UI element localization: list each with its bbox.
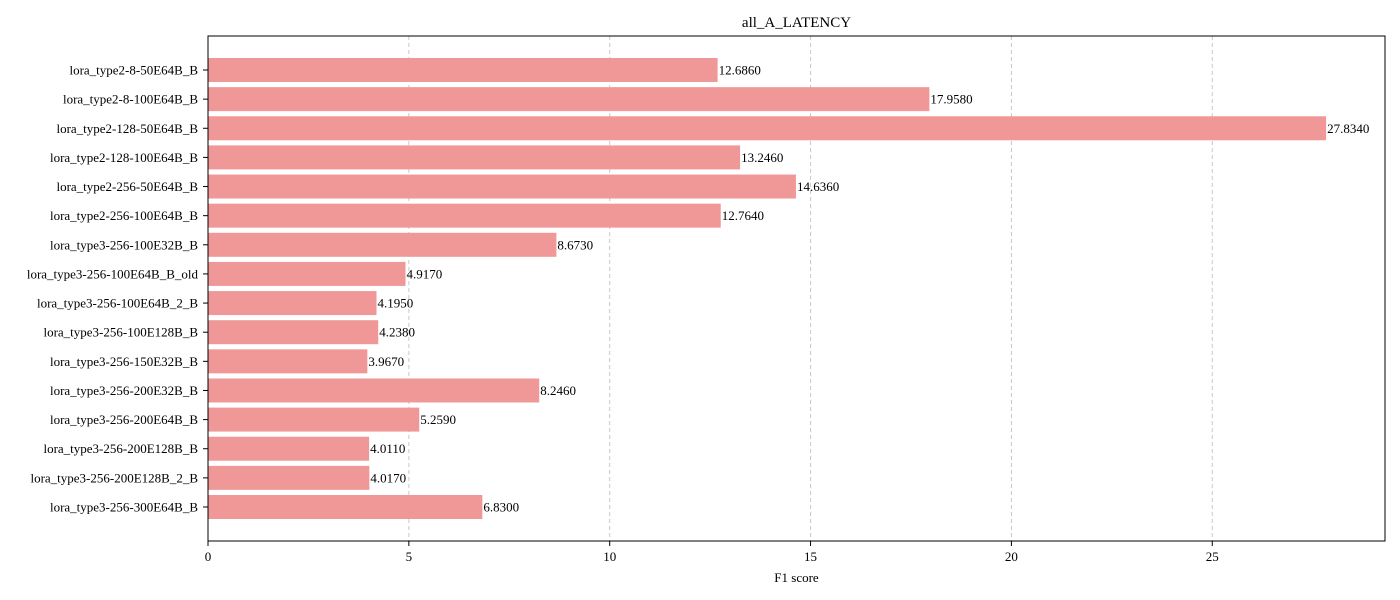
x-tick-label: 10 — [603, 549, 616, 564]
bar — [208, 291, 377, 316]
bar-value-label: 8.6730 — [557, 237, 593, 252]
x-tick-label: 5 — [406, 549, 413, 564]
category-label: lora_type3-256-150E32B_B — [50, 354, 198, 369]
bar — [208, 349, 368, 374]
bar — [208, 465, 370, 490]
bar-value-label: 3.9670 — [368, 354, 404, 369]
bar-value-label: 13.2460 — [741, 150, 783, 165]
bar — [208, 145, 741, 170]
category-label: lora_type3-256-200E32B_B — [50, 383, 198, 398]
bar-value-label: 4.9170 — [407, 266, 443, 281]
bar-value-labels: 12.6860 17.9580 27.8340 13.2460 14.6360 12.76… — [368, 63, 1369, 515]
bar — [208, 378, 540, 403]
bar-value-label: 4.0170 — [370, 470, 406, 485]
bar-value-label: 14.6360 — [797, 179, 839, 194]
category-label: lora_type3-256-200E128B_B — [43, 441, 198, 456]
x-axis-ticks: 0 5 10 15 20 25 — [205, 541, 1219, 564]
x-tick-label: 25 — [1206, 549, 1219, 564]
category-label: lora_type2-128-50E64B_B — [56, 121, 198, 136]
bar-value-label: 4.1950 — [378, 296, 414, 311]
bar — [208, 174, 796, 199]
bar-value-label: 4.2380 — [379, 325, 415, 340]
bar — [208, 58, 718, 82]
bar — [208, 320, 379, 345]
x-tick-label: 15 — [804, 549, 817, 564]
grid-lines — [408, 36, 1213, 541]
bar — [208, 261, 406, 286]
bar-value-label: 4.0110 — [370, 441, 405, 456]
category-label: lora_type2-256-50E64B_B — [56, 179, 198, 194]
bar — [208, 116, 1327, 141]
category-label: lora_type2-256-100E64B_B — [50, 208, 198, 223]
category-label: lora_type3-256-300E64B_B — [50, 500, 198, 515]
bar — [208, 495, 483, 519]
bar — [208, 436, 370, 461]
bar — [208, 203, 721, 228]
bar-value-label: 5.2590 — [420, 412, 456, 427]
category-label: lora_type3-256-200E128B_2_B — [30, 470, 198, 485]
bar — [208, 87, 930, 112]
category-label: lora_type3-256-100E64B_2_B — [37, 296, 198, 311]
bar-value-label: 6.8300 — [483, 500, 519, 515]
category-label: lora_type3-256-100E128B_B — [43, 325, 198, 340]
x-tick-label: 20 — [1005, 549, 1018, 564]
category-label: lora_type3-256-200E64B_B — [50, 412, 198, 427]
bar-value-label: 12.6860 — [719, 63, 761, 78]
plot-frame — [207, 35, 1386, 542]
category-label: lora_type2-8-100E64B_B — [63, 92, 198, 107]
bar-value-label: 17.9580 — [930, 92, 972, 107]
y-axis-categories: lora_type2-8-50E64B_B lora_type2-8-100E64… — [27, 63, 208, 515]
bar-value-label: 8.2460 — [540, 383, 576, 398]
x-axis-label: F1 score — [774, 570, 819, 585]
chart-title: all_A_LATENCY — [742, 15, 851, 31]
category-label: lora_type3-256-100E32B_B — [50, 237, 198, 252]
category-label: lora_type2-8-50E64B_B — [69, 63, 198, 78]
category-label: lora_type3-256-100E64B_B_old — [27, 266, 199, 281]
bar-value-label: 12.7640 — [722, 208, 764, 223]
bar — [208, 407, 420, 432]
bars — [208, 58, 1327, 519]
category-label: lora_type2-128-100E64B_B — [50, 150, 198, 165]
bar-value-label: 27.8340 — [1327, 121, 1369, 136]
x-tick-label: 0 — [205, 549, 212, 564]
bar — [208, 232, 557, 257]
